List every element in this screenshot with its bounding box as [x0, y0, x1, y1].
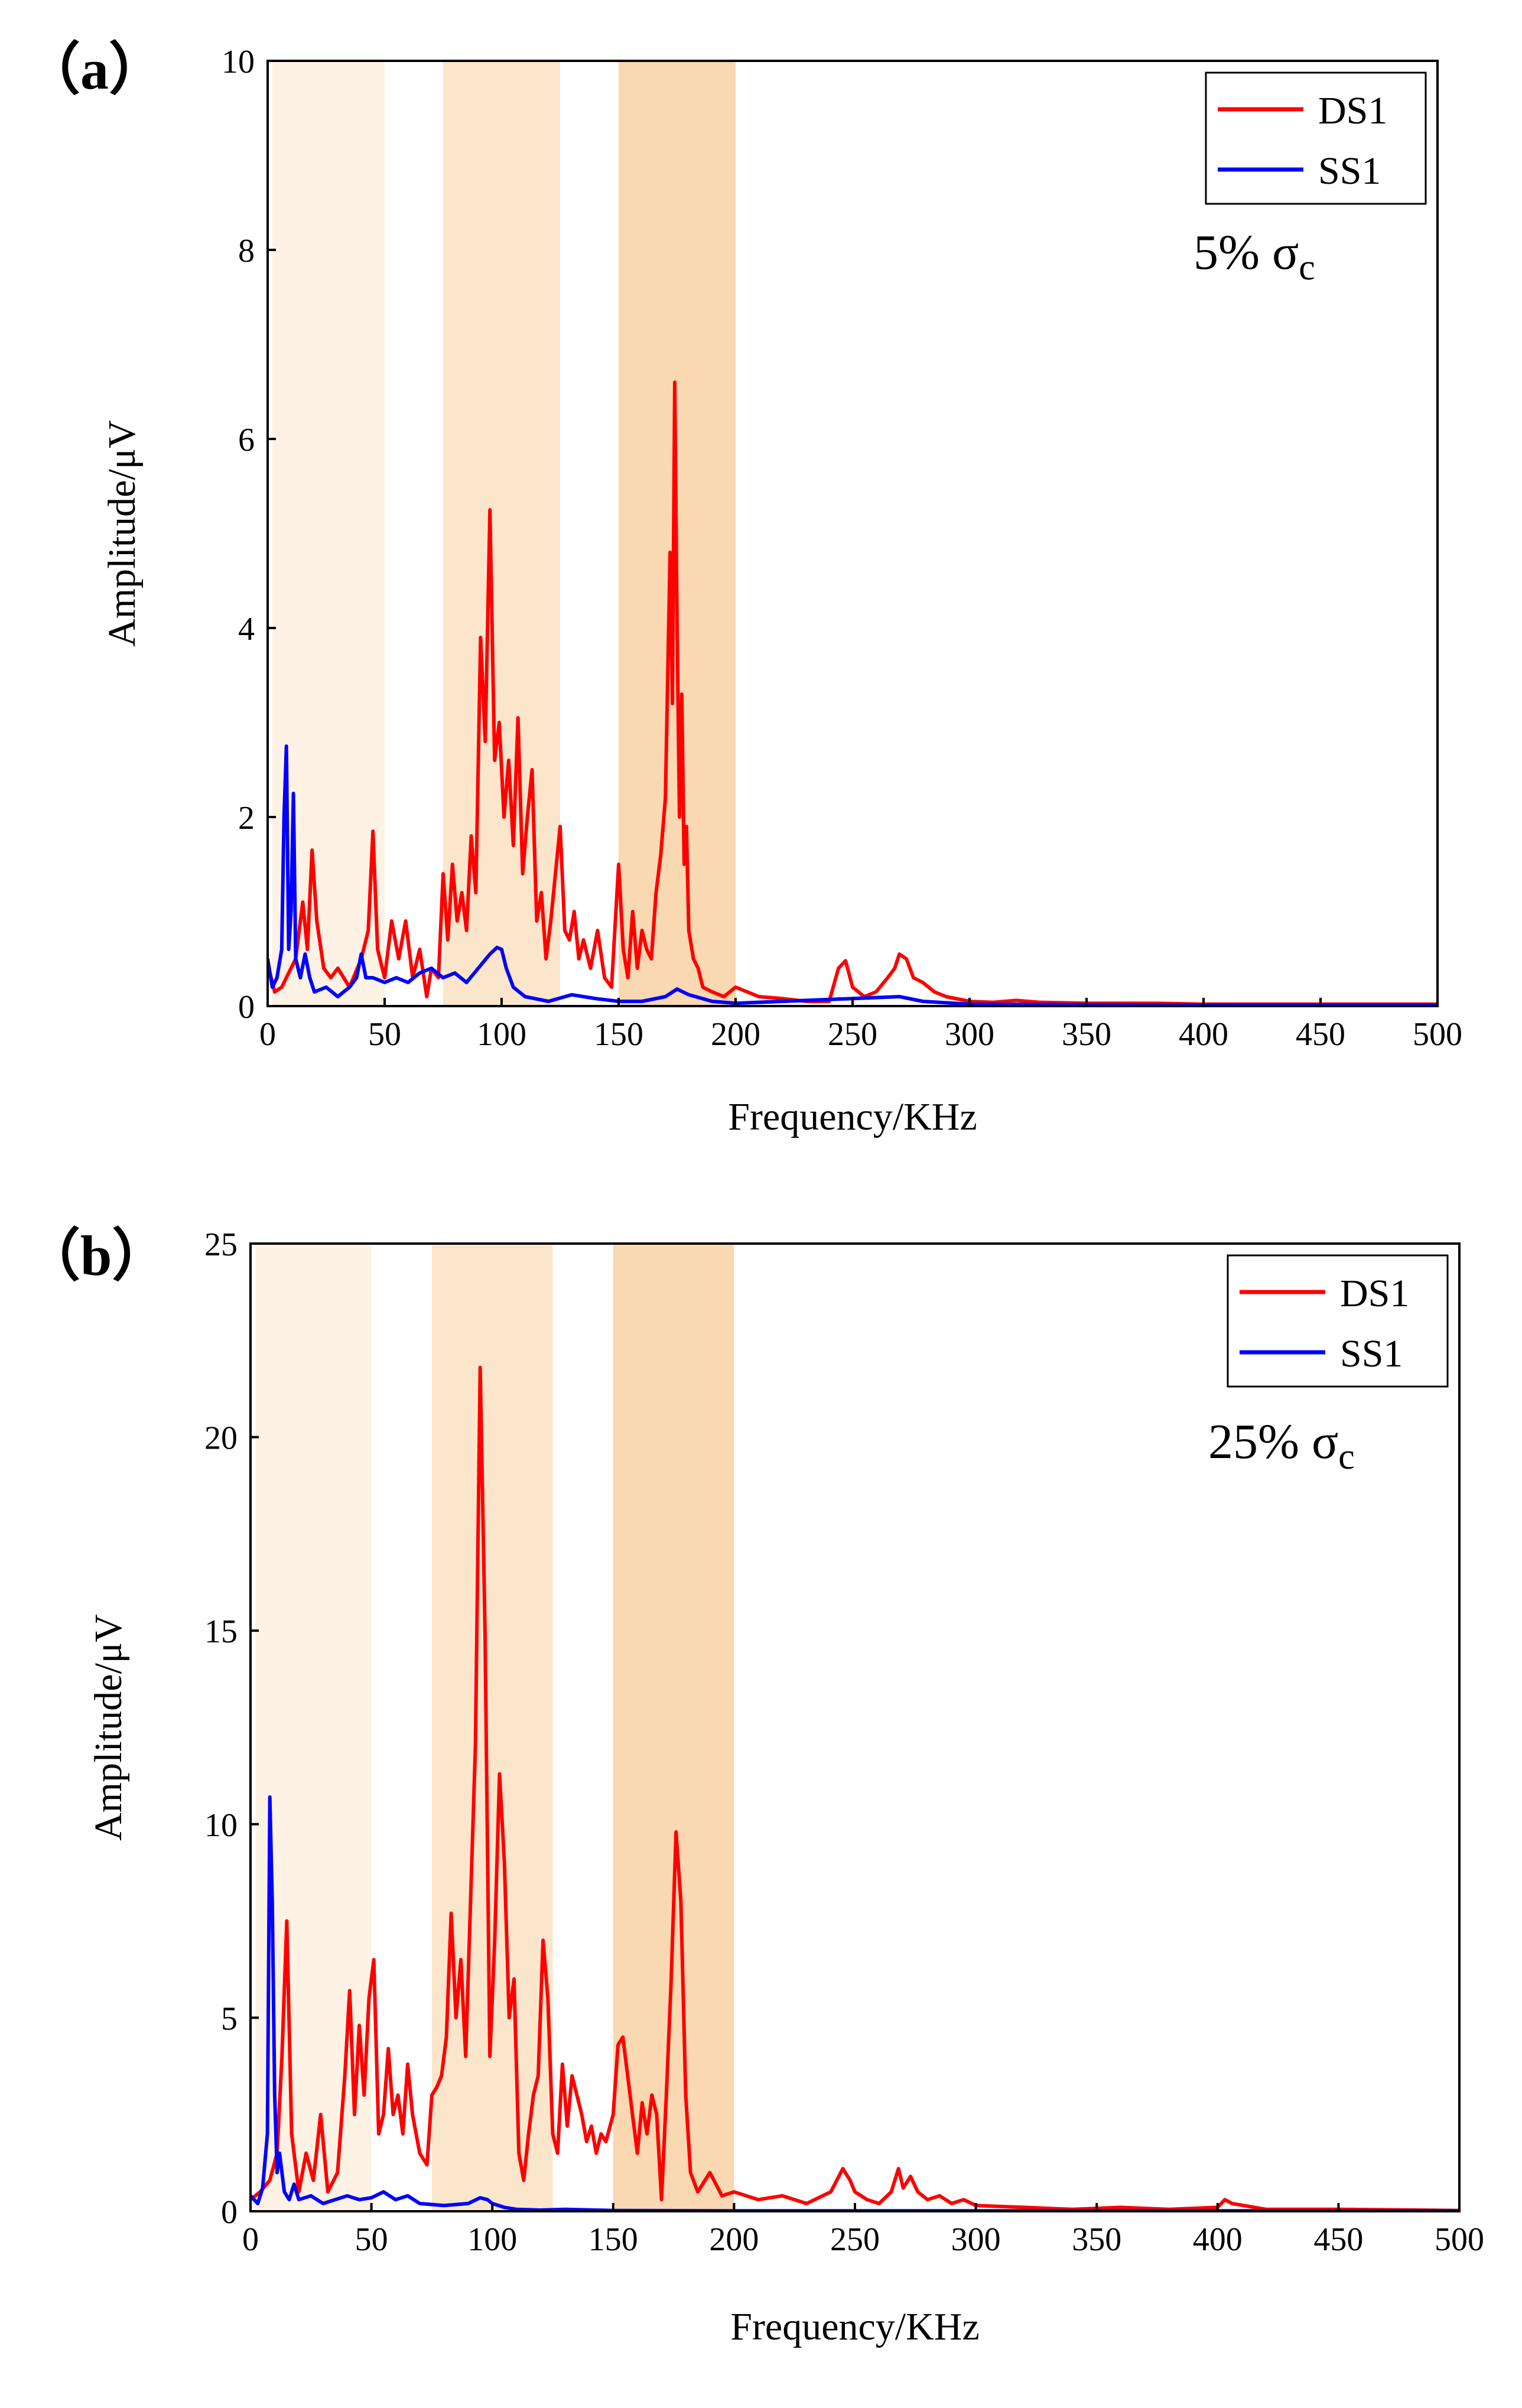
shaded-band-3: [613, 1244, 734, 2211]
x-tick-label: 0: [242, 2221, 259, 2258]
x-tick-label: 150: [588, 2221, 638, 2258]
y-tick-label: 25: [204, 1226, 238, 1263]
x-tick-label: 50: [355, 2221, 388, 2258]
series-line-ss1: [268, 744, 1438, 1006]
y-tick-label: 0: [238, 989, 255, 1026]
panel-a: 0 50 100 150 200 250 300 350 400 450 500 0 2 4 6 8 10 Fre…: [24, 38, 1462, 1138]
series-line-ds1: [251, 1365, 1459, 2211]
y-axis-title: Amplitude/μV: [87, 1614, 130, 1841]
x-tick-label: 50: [368, 1016, 401, 1053]
y-tick-label: 2: [238, 800, 255, 837]
y-tick-label: 10: [222, 44, 255, 80]
x-tick-label: 350: [1072, 2221, 1121, 2258]
series-line-ds1: [268, 380, 1438, 1006]
panel-label: （b）: [24, 1224, 168, 1287]
stress-annotation-subscript: c: [1299, 248, 1315, 288]
y-tick-label: 20: [204, 1420, 238, 1457]
x-tick-label: 150: [594, 1016, 643, 1053]
legend-box: [1205, 71, 1427, 205]
x-tick-label: 250: [828, 1016, 877, 1053]
x-tick-label: 250: [830, 2221, 880, 2258]
x-tick-label: 450: [1313, 2221, 1363, 2258]
y-tick-label: 8: [238, 233, 255, 269]
panel-label: （a）: [24, 38, 165, 101]
x-tick-label: 200: [711, 1016, 760, 1053]
y-tick-label: 4: [238, 611, 255, 647]
panel-b: 0 50 100 150 200 250 300 350 400 450 500 0 5 10 15 20 25…: [24, 1224, 1484, 2348]
x-axis-title: Frequency/KHz: [730, 2305, 980, 2348]
legend-label-ds1: DS1: [1340, 1272, 1409, 1315]
x-tick-label: 0: [259, 1016, 276, 1053]
shaded-band-2: [443, 61, 560, 1006]
y-tick-label: 15: [204, 1613, 238, 1650]
x-tick-label: 200: [709, 2221, 759, 2258]
y-tick-label: 6: [238, 422, 255, 458]
legend-label-ss1: SS1: [1340, 1332, 1403, 1375]
x-tick-label: 100: [467, 2221, 517, 2258]
stress-annotation: 5% σc: [1193, 225, 1315, 288]
stress-annotation: 25% σc: [1208, 1414, 1355, 1477]
y-tick-label: 10: [204, 1807, 238, 1844]
x-tick-label: 400: [1193, 2221, 1243, 2258]
x-tick-label: 500: [1413, 1016, 1462, 1053]
x-tick-label: 100: [477, 1016, 526, 1053]
y-axis-title: Amplitude/μV: [100, 420, 144, 647]
y-tick-label: 5: [221, 2000, 238, 2037]
shaded-band-2: [431, 1244, 553, 2211]
x-tick-label: 300: [945, 1016, 994, 1053]
legend-label-ds1: DS1: [1318, 89, 1387, 132]
x-tick-label: 400: [1179, 1016, 1228, 1053]
x-tick-label: 350: [1062, 1016, 1111, 1053]
legend-label-ss1: SS1: [1318, 149, 1381, 193]
x-tick-label: 450: [1296, 1016, 1345, 1053]
x-axis-title: Frequency/KHz: [728, 1095, 977, 1138]
stress-annotation-subscript: c: [1338, 1437, 1355, 1477]
x-tick-label: 500: [1435, 2221, 1484, 2258]
x-tick-label: 300: [951, 2221, 1001, 2258]
legend-box: [1227, 1254, 1449, 1388]
y-tick-label: 0: [221, 2194, 238, 2231]
